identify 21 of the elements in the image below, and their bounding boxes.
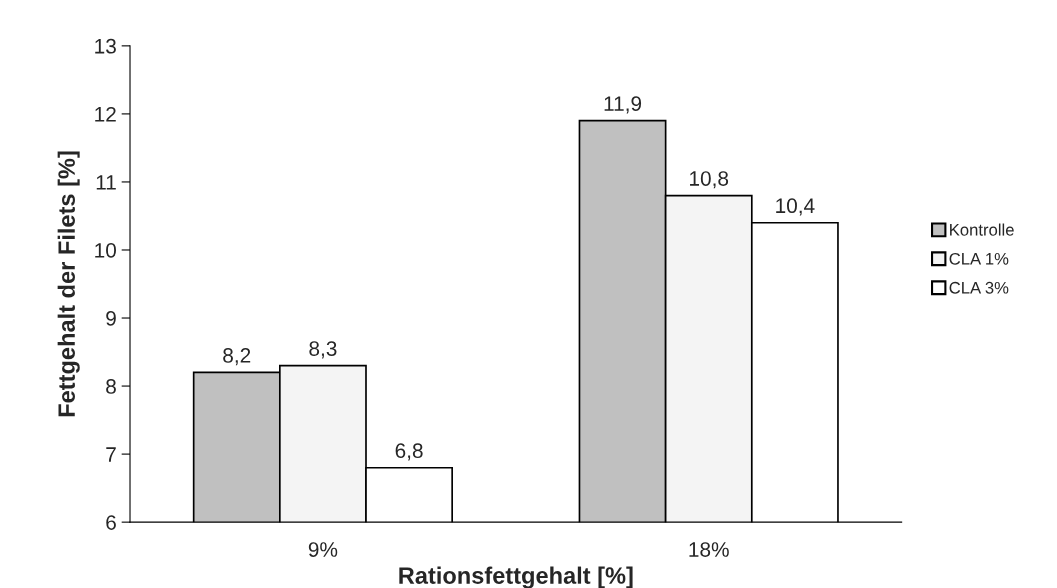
x-tick-label: 18% [689,542,729,557]
y-tick-label: 9 [106,311,116,326]
legend-label: Kontrolle [950,223,1014,236]
data-label: 10,8 [690,171,729,189]
data-label: 11,9 [604,96,642,114]
y-tick-label: 8 [106,379,116,394]
data-label: 8,3 [309,341,337,359]
y-tick-label: 6 [106,515,116,530]
legend-label: CLA 3% [949,281,1009,294]
y-axis-title: Fettgehalt der Filets [%] [57,151,80,417]
data-label: 6,8 [395,443,423,461]
legend-label: CLA 1% [949,252,1009,265]
y-tick-label: 11 [96,175,116,190]
x-tick-label: 9% [308,542,338,557]
x-axis-title: Rationsfettgehalt [%] [399,566,633,588]
y-tick-label: 12 [95,106,116,122]
y-tick-label: 13 [95,38,116,54]
y-tick-label: 7 [106,447,116,462]
y-tick-label: 10 [95,242,116,258]
data-label: 10,4 [776,198,815,216]
data-label: 8,2 [223,348,251,366]
